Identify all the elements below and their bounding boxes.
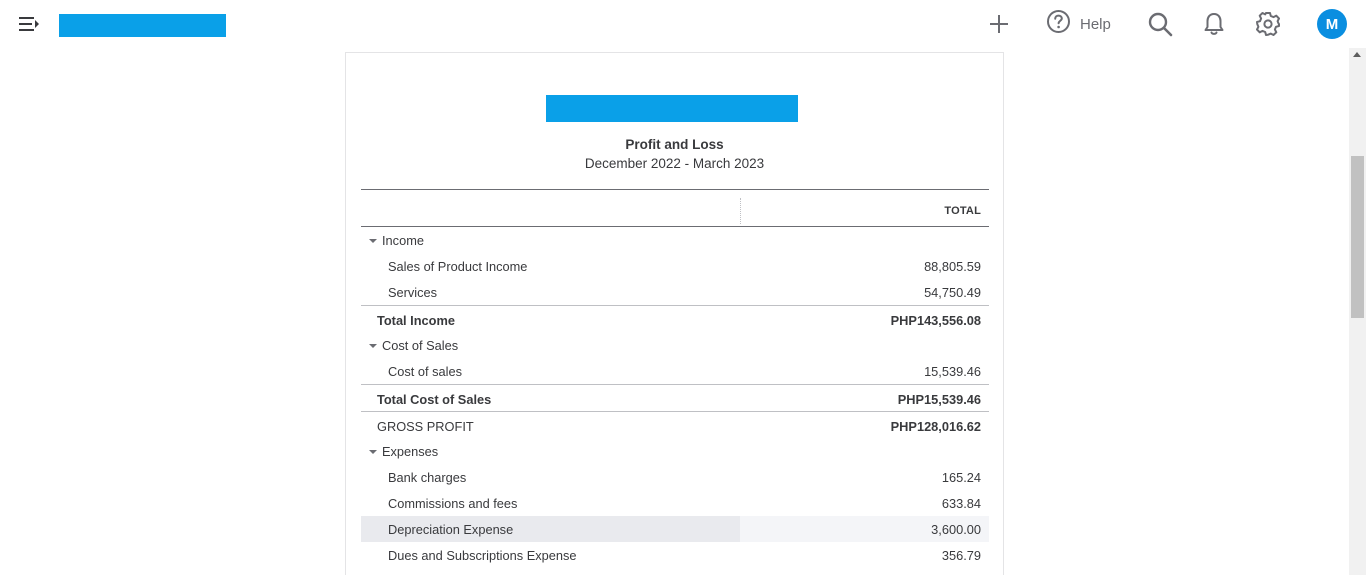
row-amount[interactable]: 3,600.00 bbox=[931, 522, 981, 537]
menu-icon[interactable] bbox=[18, 14, 42, 34]
row-label[interactable]: Dues and Subscriptions Expense bbox=[388, 548, 577, 563]
row-label[interactable]: Cost of sales bbox=[388, 364, 462, 379]
vertical-scrollbar[interactable] bbox=[1349, 48, 1366, 575]
company-name-redacted bbox=[59, 14, 226, 37]
row-amount[interactable]: PHP15,539.46 bbox=[897, 392, 981, 407]
row-amount[interactable]: 633.84 bbox=[941, 496, 981, 511]
scroll-up-arrow-icon[interactable] bbox=[1353, 52, 1361, 57]
row-amount[interactable]: 165.24 bbox=[941, 470, 981, 485]
help-button[interactable]: Help bbox=[1046, 10, 1111, 38]
table-body: Income Sales of Product Income 88,805.59 Se… bbox=[361, 227, 989, 568]
avatar[interactable]: M bbox=[1317, 9, 1347, 39]
table-row[interactable]: Cost of sales 15,539.46 bbox=[361, 358, 989, 384]
table-row[interactable]: Expenses bbox=[361, 438, 989, 464]
row-amount[interactable]: 356.79 bbox=[941, 548, 981, 563]
report-title: Profit and Loss bbox=[625, 137, 724, 152]
table-row[interactable]: Bank charges 165.24 bbox=[361, 464, 989, 490]
row-label: Expenses bbox=[382, 444, 439, 459]
top-navigation-bar: Help M bbox=[0, 0, 1366, 48]
plus-icon[interactable] bbox=[985, 10, 1013, 38]
row-amount[interactable]: 88,805.59 bbox=[924, 259, 981, 274]
table-row[interactable]: Services 54,750.49 bbox=[361, 279, 989, 305]
row-label: Cost of Sales bbox=[382, 338, 459, 353]
row-label: Total Cost of Sales bbox=[377, 392, 492, 407]
collapse-caret-icon[interactable] bbox=[369, 450, 377, 454]
table-row[interactable]: Income bbox=[361, 227, 989, 253]
row-label[interactable]: Depreciation Expense bbox=[388, 522, 514, 537]
report-period: December 2022 - March 2023 bbox=[584, 156, 765, 171]
help-label: Help bbox=[1080, 15, 1111, 33]
table-row[interactable]: Total Income PHP143,556.08 bbox=[361, 305, 989, 332]
table-row[interactable]: GROSS PROFIT PHP128,016.62 bbox=[361, 411, 989, 438]
collapse-caret-icon[interactable] bbox=[369, 344, 377, 348]
row-amount[interactable]: PHP143,556.08 bbox=[890, 313, 981, 328]
row-label[interactable]: Commissions and fees bbox=[388, 496, 518, 511]
table-row[interactable]: Depreciation Expense 3,600.00 bbox=[361, 516, 989, 542]
table-header: TOTAL bbox=[361, 189, 989, 227]
collapse-caret-icon[interactable] bbox=[369, 239, 377, 243]
table-row[interactable]: Dues and Subscriptions Expense 356.79 bbox=[361, 542, 989, 568]
row-amount[interactable]: 54,750.49 bbox=[924, 285, 981, 300]
table-row[interactable]: Total Cost of Sales PHP15,539.46 bbox=[361, 384, 989, 411]
total-column-header[interactable]: TOTAL bbox=[944, 205, 981, 217]
table-row[interactable]: Commissions and fees 633.84 bbox=[361, 490, 989, 516]
help-icon bbox=[1046, 9, 1071, 39]
bell-icon[interactable] bbox=[1200, 10, 1228, 38]
report-table: TOTAL Income Sales of Product Income 88,80… bbox=[361, 189, 989, 568]
search-icon[interactable] bbox=[1146, 10, 1174, 38]
gear-icon[interactable] bbox=[1254, 10, 1282, 38]
report-company-name-redacted bbox=[546, 95, 798, 122]
row-amount[interactable]: 15,539.46 bbox=[924, 364, 981, 379]
row-label[interactable]: Sales of Product Income bbox=[388, 259, 528, 274]
row-label: Income bbox=[382, 233, 424, 248]
row-amount[interactable]: PHP128,016.62 bbox=[890, 419, 981, 434]
row-label: GROSS PROFIT bbox=[377, 419, 474, 434]
table-row[interactable]: Cost of Sales bbox=[361, 332, 989, 358]
row-label[interactable]: Services bbox=[388, 285, 438, 300]
report-page: Profit and Loss December 2022 - March 20… bbox=[345, 52, 1004, 575]
table-row[interactable]: Sales of Product Income 88,805.59 bbox=[361, 253, 989, 279]
row-label: Total Income bbox=[377, 313, 455, 328]
scrollbar-thumb[interactable] bbox=[1351, 156, 1364, 318]
row-highlight bbox=[361, 516, 740, 542]
row-label[interactable]: Bank charges bbox=[388, 470, 467, 485]
column-divider bbox=[740, 198, 741, 224]
